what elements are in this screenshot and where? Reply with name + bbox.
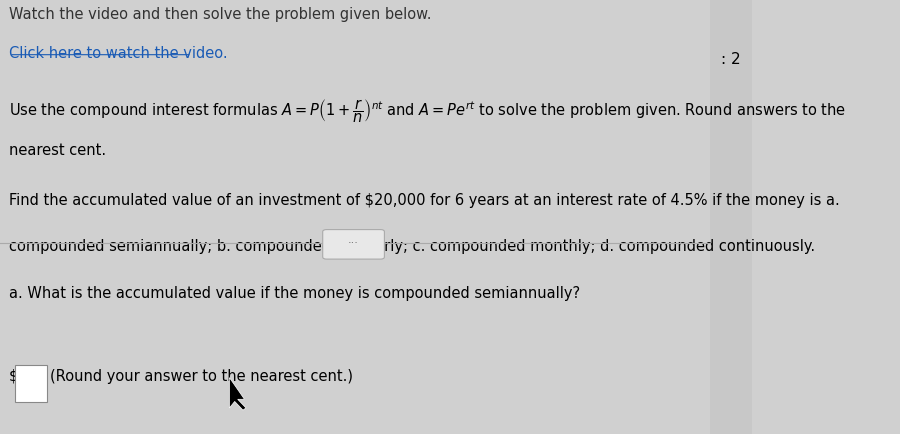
Text: a. What is the accumulated value if the money is compounded semiannually?: a. What is the accumulated value if the …	[9, 286, 580, 302]
Text: Click here to watch the video.: Click here to watch the video.	[9, 46, 228, 61]
Text: $: $	[9, 369, 18, 384]
FancyBboxPatch shape	[323, 230, 384, 259]
Text: ···: ···	[348, 237, 359, 248]
Text: Find the accumulated value of an investment of $20,000 for 6 years at an interes: Find the accumulated value of an investm…	[9, 193, 840, 208]
Text: nearest cent.: nearest cent.	[9, 143, 106, 158]
FancyBboxPatch shape	[15, 365, 47, 402]
FancyBboxPatch shape	[710, 0, 752, 434]
Text: : 2: : 2	[722, 52, 741, 67]
Text: compounded semiannually; b. compounded quarterly; c. compounded monthly; d. comp: compounded semiannually; b. compounded q…	[9, 239, 815, 254]
Text: (Round your answer to the nearest cent.): (Round your answer to the nearest cent.)	[50, 369, 353, 384]
Text: Use the compound interest formulas $A = P\left(1+\dfrac{r}{n}\right)^{nt}$ and $: Use the compound interest formulas $A = …	[9, 98, 846, 125]
Text: Watch the video and then solve the problem given below.: Watch the video and then solve the probl…	[9, 7, 431, 22]
Polygon shape	[230, 378, 246, 410]
